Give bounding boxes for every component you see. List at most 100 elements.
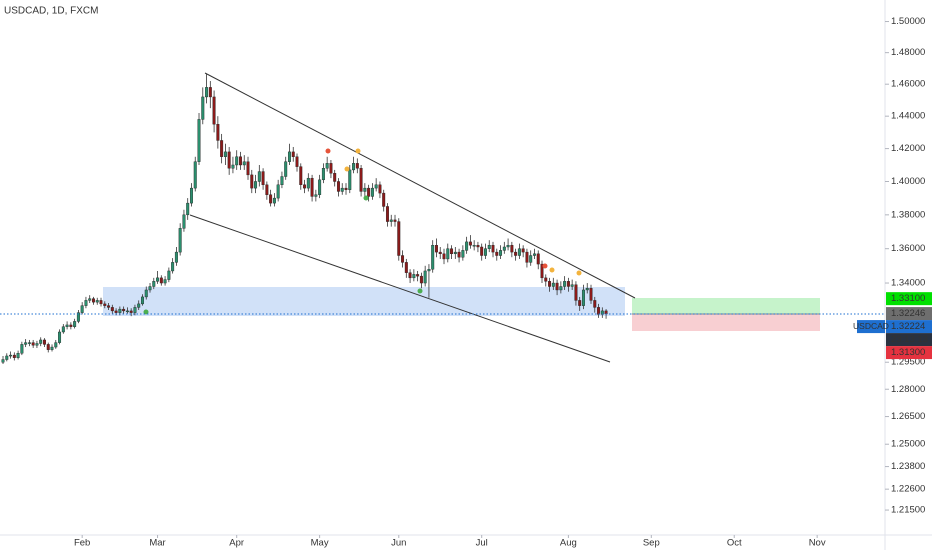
candle-body xyxy=(431,245,435,270)
x-tick-label: Sep xyxy=(643,538,660,549)
candle-body xyxy=(450,248,454,255)
candle-body xyxy=(205,87,209,98)
x-tick-label: Jul xyxy=(476,538,488,549)
candle-body xyxy=(223,151,227,157)
candle-body xyxy=(589,288,593,301)
candle-body xyxy=(563,281,567,287)
countdown-tag xyxy=(886,333,932,347)
candle-body xyxy=(397,221,401,256)
candle-body xyxy=(129,310,133,313)
candle-body xyxy=(446,248,450,260)
candle-body xyxy=(517,248,521,256)
candle-body xyxy=(427,269,431,272)
candle-body xyxy=(61,326,65,333)
candle-body xyxy=(593,300,597,308)
price-tag xyxy=(886,346,932,360)
chart-title: USDCAD, 1D, FXCM xyxy=(4,6,98,17)
candle-body xyxy=(551,282,555,287)
lower-trend-line xyxy=(189,214,611,363)
upper-trend-line xyxy=(204,72,636,299)
y-tick-label: 1.48000 xyxy=(891,47,925,58)
y-tick-label: 1.36000 xyxy=(891,243,925,254)
candle-body xyxy=(495,251,499,256)
candle-body xyxy=(20,344,24,354)
candle-body xyxy=(544,277,548,282)
y-tick-label: 1.22600 xyxy=(891,484,925,495)
candle-body xyxy=(5,355,9,360)
candle-body xyxy=(227,151,231,169)
y-tick-label: 1.40000 xyxy=(891,176,925,187)
candle-body xyxy=(578,300,582,306)
candle-body xyxy=(280,176,284,186)
candle-body xyxy=(401,255,405,263)
candle-body xyxy=(472,245,476,247)
signal-dot xyxy=(363,195,369,201)
candle-body xyxy=(367,187,371,197)
candle-body xyxy=(291,151,295,157)
candle-body xyxy=(325,163,329,169)
x-tick-label: Feb xyxy=(74,538,90,549)
signal-dot xyxy=(549,267,555,273)
candle-body xyxy=(529,255,533,263)
candle-body xyxy=(352,163,356,171)
candle-body xyxy=(35,343,39,346)
candle-body xyxy=(483,248,487,256)
signal-dot xyxy=(542,263,548,269)
countdown-label: 23:13:13 xyxy=(891,334,928,345)
candle-body xyxy=(144,289,148,298)
candle-body xyxy=(461,250,465,258)
candle-body xyxy=(491,245,495,253)
y-tick-label: 1.28000 xyxy=(891,384,925,395)
candle-body xyxy=(382,192,386,207)
candle-body xyxy=(54,342,58,348)
support-zone xyxy=(103,287,625,316)
symbol-tag xyxy=(857,320,885,334)
candle-body xyxy=(585,288,589,291)
x-tick-label: Mar xyxy=(149,538,165,549)
candle-body xyxy=(434,245,438,253)
candle-body xyxy=(378,184,382,194)
x-tick-label: May xyxy=(311,538,329,549)
candle-body xyxy=(336,181,340,192)
candle-body xyxy=(137,303,141,308)
candle-body xyxy=(88,298,92,301)
candle-body xyxy=(197,119,201,162)
candle-body xyxy=(389,219,393,222)
candle-body xyxy=(1,359,5,363)
candle-body xyxy=(555,282,559,291)
candle-body xyxy=(299,166,303,186)
candle-body xyxy=(178,228,182,253)
candle-body xyxy=(46,344,50,350)
signal-dot xyxy=(344,166,350,172)
candle-body xyxy=(412,274,416,279)
candle-body xyxy=(532,253,536,256)
candle-body xyxy=(159,277,163,284)
y-tick-label: 1.50000 xyxy=(891,16,925,27)
candle-body xyxy=(103,303,107,306)
candle-body xyxy=(80,305,84,313)
candle-body xyxy=(231,164,235,169)
candle-body xyxy=(216,124,220,141)
y-tick-label: 1.44000 xyxy=(891,111,925,122)
signal-dot xyxy=(325,148,331,154)
price-tag xyxy=(886,307,932,321)
candle-body xyxy=(167,270,171,280)
candle-body xyxy=(265,184,269,195)
candle-body xyxy=(385,206,389,222)
candle-body xyxy=(122,308,126,312)
candle-body xyxy=(318,179,322,195)
x-tick-label: Oct xyxy=(727,538,742,549)
candle-body xyxy=(261,171,265,186)
stop-zone xyxy=(632,314,820,331)
candle-body xyxy=(419,275,423,284)
candle-body xyxy=(363,187,367,192)
y-tick-label: 1.29500 xyxy=(891,357,925,368)
x-tick-label: Apr xyxy=(229,538,244,549)
signal-dot xyxy=(576,270,582,276)
candle-body xyxy=(416,274,420,277)
candle-body xyxy=(581,289,585,306)
signal-dot xyxy=(355,148,361,154)
candle-body xyxy=(570,284,574,287)
y-tick-label: 1.23800 xyxy=(891,461,925,472)
